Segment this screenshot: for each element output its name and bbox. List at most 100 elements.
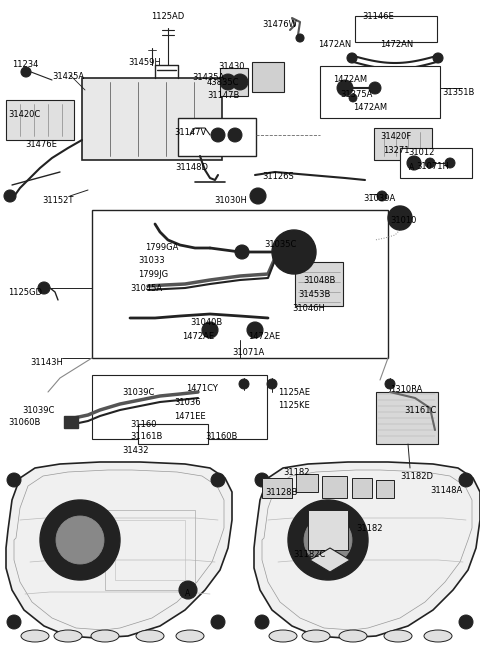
- Circle shape: [425, 158, 435, 168]
- Text: 1799JG: 1799JG: [138, 270, 168, 279]
- Circle shape: [445, 158, 455, 168]
- Text: 31375A: 31375A: [340, 90, 372, 99]
- Text: 31039C: 31039C: [122, 388, 155, 397]
- FancyBboxPatch shape: [322, 476, 347, 498]
- Text: 31071H: 31071H: [416, 162, 449, 171]
- Text: 31033: 31033: [138, 256, 165, 265]
- Text: 31161B: 31161B: [130, 432, 162, 441]
- Text: 31039C: 31039C: [22, 406, 54, 415]
- FancyBboxPatch shape: [352, 478, 372, 498]
- Text: 31182D: 31182D: [400, 472, 433, 481]
- Text: 1125GD: 1125GD: [8, 288, 42, 297]
- Ellipse shape: [424, 630, 452, 642]
- FancyBboxPatch shape: [138, 424, 208, 444]
- Ellipse shape: [176, 630, 204, 642]
- Text: 11234: 11234: [12, 60, 38, 69]
- Text: 1471CY: 1471CY: [186, 384, 218, 393]
- Text: 31453B: 31453B: [298, 290, 330, 299]
- Text: 31045A: 31045A: [130, 284, 162, 293]
- Ellipse shape: [21, 630, 49, 642]
- Circle shape: [337, 80, 353, 96]
- FancyBboxPatch shape: [6, 100, 74, 140]
- FancyBboxPatch shape: [376, 392, 438, 444]
- Ellipse shape: [91, 630, 119, 642]
- FancyBboxPatch shape: [220, 68, 248, 96]
- Ellipse shape: [54, 630, 82, 642]
- Text: 31048B: 31048B: [303, 276, 336, 285]
- Circle shape: [38, 282, 50, 294]
- Text: 1799GA: 1799GA: [145, 243, 179, 252]
- Ellipse shape: [269, 630, 297, 642]
- Text: 31425A: 31425A: [52, 72, 84, 81]
- Text: 43835C: 43835C: [207, 78, 240, 87]
- Circle shape: [304, 516, 352, 564]
- Text: 31182C: 31182C: [293, 550, 325, 559]
- Circle shape: [377, 191, 387, 201]
- Text: 31060B: 31060B: [8, 418, 40, 427]
- Text: 31148A: 31148A: [430, 486, 462, 495]
- Circle shape: [288, 500, 368, 580]
- Text: 31035C: 31035C: [264, 240, 296, 249]
- Circle shape: [255, 615, 269, 629]
- Text: 31046H: 31046H: [292, 304, 325, 313]
- FancyBboxPatch shape: [320, 66, 440, 118]
- Circle shape: [250, 188, 266, 204]
- Circle shape: [56, 516, 104, 564]
- Text: 31030H: 31030H: [214, 196, 247, 205]
- FancyBboxPatch shape: [295, 262, 343, 306]
- Circle shape: [459, 615, 473, 629]
- Text: 1472AM: 1472AM: [333, 75, 367, 84]
- FancyBboxPatch shape: [262, 478, 292, 498]
- Text: 1125AE: 1125AE: [278, 388, 310, 397]
- Text: 31182: 31182: [283, 468, 310, 477]
- Ellipse shape: [339, 630, 367, 642]
- FancyBboxPatch shape: [178, 118, 256, 156]
- Text: 31420F: 31420F: [380, 132, 411, 141]
- Circle shape: [232, 74, 248, 90]
- Circle shape: [7, 473, 21, 487]
- Circle shape: [211, 615, 225, 629]
- FancyBboxPatch shape: [82, 78, 222, 160]
- Text: 31040B: 31040B: [190, 318, 222, 327]
- FancyBboxPatch shape: [296, 474, 318, 492]
- Text: 31126S: 31126S: [262, 172, 294, 181]
- Text: 31147V: 31147V: [174, 128, 206, 137]
- Text: A: A: [185, 589, 191, 599]
- Text: 1472AE: 1472AE: [182, 332, 214, 341]
- Circle shape: [459, 473, 473, 487]
- Circle shape: [7, 615, 21, 629]
- Circle shape: [385, 379, 395, 389]
- Circle shape: [296, 34, 304, 42]
- Circle shape: [282, 240, 306, 264]
- Text: 31143H: 31143H: [30, 358, 63, 367]
- Text: 1472AM: 1472AM: [353, 103, 387, 112]
- FancyBboxPatch shape: [400, 148, 472, 178]
- Circle shape: [220, 74, 236, 90]
- Circle shape: [267, 379, 277, 389]
- Text: 31476W: 31476W: [262, 20, 297, 29]
- Text: 31036: 31036: [174, 398, 201, 407]
- Text: 31148D: 31148D: [175, 163, 208, 172]
- Circle shape: [407, 156, 421, 170]
- FancyBboxPatch shape: [252, 62, 284, 92]
- Text: 31432: 31432: [122, 446, 148, 455]
- Circle shape: [202, 322, 218, 338]
- Text: 1125AD: 1125AD: [151, 12, 185, 21]
- Circle shape: [289, 247, 299, 257]
- Text: 1125KE: 1125KE: [278, 401, 310, 410]
- Ellipse shape: [384, 630, 412, 642]
- Text: 31430: 31430: [218, 62, 244, 71]
- Text: 1472AE: 1472AE: [248, 332, 280, 341]
- Circle shape: [254, 192, 262, 200]
- Circle shape: [21, 67, 31, 77]
- Text: 31039A: 31039A: [363, 194, 395, 203]
- Circle shape: [247, 322, 263, 338]
- Text: 1310RA: 1310RA: [390, 385, 422, 394]
- Circle shape: [349, 94, 357, 102]
- FancyBboxPatch shape: [355, 16, 437, 42]
- PathPatch shape: [6, 462, 232, 638]
- FancyBboxPatch shape: [92, 210, 388, 358]
- Text: 1472AN: 1472AN: [318, 40, 351, 49]
- Ellipse shape: [302, 630, 330, 642]
- Polygon shape: [310, 548, 350, 572]
